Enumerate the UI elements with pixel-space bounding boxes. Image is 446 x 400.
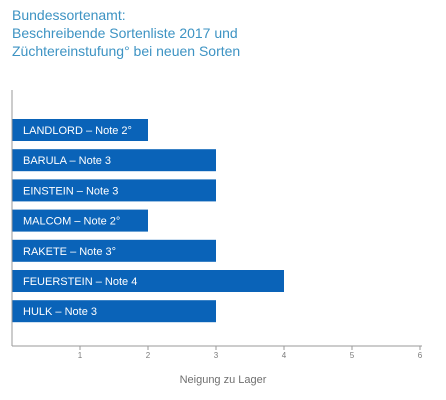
chart-title-line-2: Beschreibende Sortenliste 2017 und bbox=[12, 25, 238, 41]
bar-label-feuerstein: FEUERSTEIN – Note 4 bbox=[23, 276, 137, 288]
bar-label-rakete: RAKETE – Note 3° bbox=[23, 246, 116, 258]
bar-label-einstein: EINSTEIN – Note 3 bbox=[23, 185, 118, 197]
bar-malcom bbox=[12, 209, 148, 232]
bar-label-malcom: MALCOM – Note 2° bbox=[23, 216, 120, 228]
bar-landlord bbox=[12, 119, 148, 141]
bar-hulk bbox=[12, 300, 216, 323]
bar-barula bbox=[12, 149, 216, 172]
x-axis-label: Neigung zu Lager bbox=[179, 374, 267, 386]
bar-rakete bbox=[12, 239, 216, 262]
chart-title: Bundessortenamt: Beschreibende Sortenlis… bbox=[12, 6, 240, 60]
chart-title-line-1: Bundessortenamt: bbox=[12, 7, 126, 23]
bar-label-landlord: LANDLORD – Note 2° bbox=[23, 125, 132, 137]
axes-group: 1 2 3 4 5 6 bbox=[11, 90, 423, 360]
x-tick-label-6: 6 bbox=[418, 351, 423, 360]
bars-group: LANDLORD – Note 2° BARULA – Note 3 EINSTEI… bbox=[12, 119, 284, 323]
bar-label-barula: BARULA – Note 3 bbox=[23, 155, 111, 167]
x-tick-label-5: 5 bbox=[350, 351, 355, 360]
bar-feuerstein bbox=[12, 270, 284, 292]
x-tick-label-2: 2 bbox=[146, 351, 151, 360]
bar-einstein bbox=[12, 179, 216, 202]
x-tick-label-1: 1 bbox=[78, 351, 83, 360]
chart-title-line-3: Züchtereinstufung° bei neuen Sorten bbox=[12, 43, 241, 59]
bar-label-hulk: HULK – Note 3 bbox=[23, 306, 97, 318]
x-tick-label-3: 3 bbox=[214, 351, 219, 360]
x-tick-label-4: 4 bbox=[282, 351, 287, 360]
